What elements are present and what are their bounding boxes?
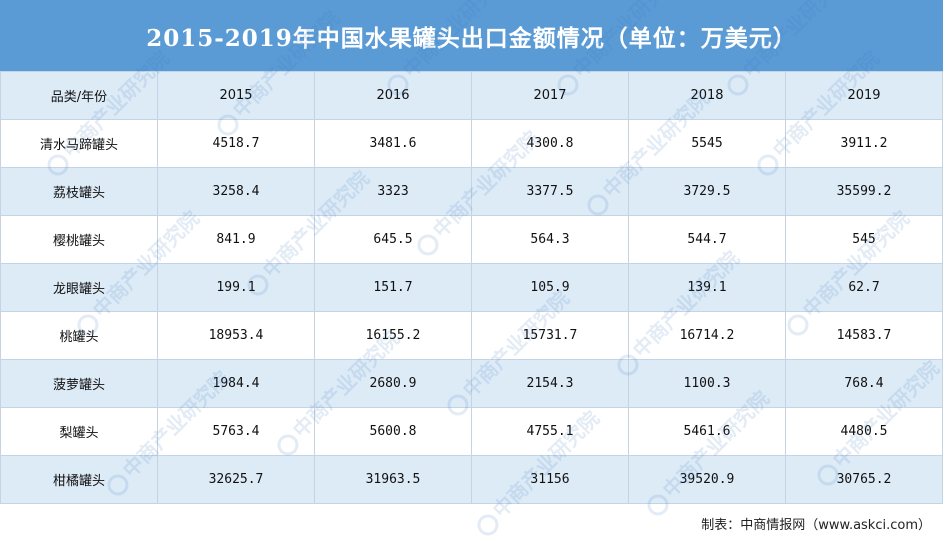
category-cell: 桃罐头 bbox=[0, 311, 158, 360]
value-cell: 14583.7 bbox=[785, 311, 943, 360]
value-cell: 4755.1 bbox=[471, 407, 629, 456]
value-cell: 5763.4 bbox=[157, 407, 315, 456]
table-row: 柑橘罐头 32625.7 31963.5 31156 39520.9 30765… bbox=[0, 455, 943, 504]
footer-source: 制表：中商情报网（www.askci.com） bbox=[701, 518, 931, 533]
export-table: 品类/年份 2015 2016 2017 2018 2019 清水马蹄罐头 45… bbox=[0, 71, 943, 504]
table-row: 樱桃罐头 841.9 645.5 564.3 544.7 545 bbox=[0, 215, 943, 264]
table-row: 清水马蹄罐头 4518.7 3481.6 4300.8 5545 3911.2 bbox=[0, 119, 943, 168]
value-cell: 545 bbox=[785, 215, 943, 264]
category-cell: 梨罐头 bbox=[0, 407, 158, 456]
value-cell: 4300.8 bbox=[471, 119, 629, 168]
table-row: 龙眼罐头 199.1 151.7 105.9 139.1 62.7 bbox=[0, 263, 943, 312]
table-row: 荔枝罐头 3258.4 3323 3377.5 3729.5 35599.2 bbox=[0, 167, 943, 216]
value-cell: 16155.2 bbox=[314, 311, 472, 360]
value-cell: 31156 bbox=[471, 455, 629, 504]
value-cell: 3323 bbox=[314, 167, 472, 216]
value-cell: 18953.4 bbox=[157, 311, 315, 360]
value-cell: 5600.8 bbox=[314, 407, 472, 456]
header-cell: 2015 bbox=[157, 71, 315, 120]
category-cell: 清水马蹄罐头 bbox=[0, 119, 158, 168]
value-cell: 3729.5 bbox=[628, 167, 786, 216]
header-cell: 2018 bbox=[628, 71, 786, 120]
value-cell: 105.9 bbox=[471, 263, 629, 312]
value-cell: 151.7 bbox=[314, 263, 472, 312]
value-cell: 139.1 bbox=[628, 263, 786, 312]
table-row: 梨罐头 5763.4 5600.8 4755.1 5461.6 4480.5 bbox=[0, 407, 943, 456]
value-cell: 5545 bbox=[628, 119, 786, 168]
category-cell: 龙眼罐头 bbox=[0, 263, 158, 312]
value-cell: 564.3 bbox=[471, 215, 629, 264]
value-cell: 3481.6 bbox=[314, 119, 472, 168]
value-cell: 5461.6 bbox=[628, 407, 786, 456]
value-cell: 645.5 bbox=[314, 215, 472, 264]
value-cell: 35599.2 bbox=[785, 167, 943, 216]
value-cell: 3911.2 bbox=[785, 119, 943, 168]
value-cell: 30765.2 bbox=[785, 455, 943, 504]
value-cell: 2154.3 bbox=[471, 359, 629, 408]
category-cell: 菠萝罐头 bbox=[0, 359, 158, 408]
value-cell: 1984.4 bbox=[157, 359, 315, 408]
value-cell: 1100.3 bbox=[628, 359, 786, 408]
value-cell: 768.4 bbox=[785, 359, 943, 408]
value-cell: 544.7 bbox=[628, 215, 786, 264]
header-cell: 2017 bbox=[471, 71, 629, 120]
category-cell: 柑橘罐头 bbox=[0, 455, 158, 504]
value-cell: 15731.7 bbox=[471, 311, 629, 360]
value-cell: 3258.4 bbox=[157, 167, 315, 216]
category-cell: 樱桃罐头 bbox=[0, 215, 158, 264]
value-cell: 3377.5 bbox=[471, 167, 629, 216]
value-cell: 32625.7 bbox=[157, 455, 315, 504]
value-cell: 39520.9 bbox=[628, 455, 786, 504]
value-cell: 4480.5 bbox=[785, 407, 943, 456]
header-cell: 2016 bbox=[314, 71, 472, 120]
value-cell: 4518.7 bbox=[157, 119, 315, 168]
category-cell: 荔枝罐头 bbox=[0, 167, 158, 216]
value-cell: 31963.5 bbox=[314, 455, 472, 504]
table-row: 桃罐头 18953.4 16155.2 15731.7 16714.2 1458… bbox=[0, 311, 943, 360]
value-cell: 199.1 bbox=[157, 263, 315, 312]
header-cell: 品类/年份 bbox=[0, 71, 158, 120]
header-cell: 2019 bbox=[785, 71, 943, 120]
value-cell: 2680.9 bbox=[314, 359, 472, 408]
page-title: 2015-2019年中国水果罐头出口金额情况（单位：万美元） bbox=[0, 0, 943, 71]
table-header-row: 品类/年份 2015 2016 2017 2018 2019 bbox=[0, 71, 943, 120]
table-row: 菠萝罐头 1984.4 2680.9 2154.3 1100.3 768.4 bbox=[0, 359, 943, 408]
value-cell: 62.7 bbox=[785, 263, 943, 312]
value-cell: 16714.2 bbox=[628, 311, 786, 360]
value-cell: 841.9 bbox=[157, 215, 315, 264]
